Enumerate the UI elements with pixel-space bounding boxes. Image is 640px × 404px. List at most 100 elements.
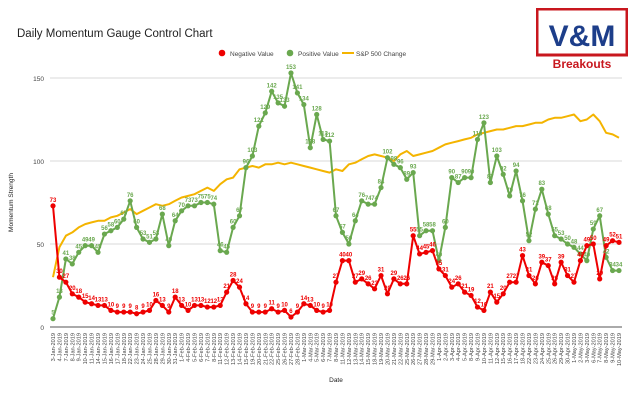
data-point: [108, 307, 114, 313]
data-label: 31: [526, 268, 533, 274]
data-label: 44: [416, 246, 423, 252]
data-label: 50: [564, 236, 571, 242]
data-point: [609, 238, 616, 244]
data-label: 50: [590, 236, 597, 242]
data-label: 60: [114, 219, 121, 225]
x-tick-label: 5-Feb-2019: [193, 333, 199, 362]
x-tick-label: 5-Apr-2019: [463, 333, 469, 361]
x-tick-label: 25-Jan-2019: [147, 333, 153, 364]
logo-background: [536, 8, 628, 57]
data-label: 52: [609, 233, 616, 239]
data-label: 10: [185, 302, 192, 308]
data-point: [500, 291, 506, 297]
y-tick-label: 50: [37, 242, 45, 249]
data-point: [404, 176, 410, 182]
data-point: [442, 224, 448, 230]
data-label: 13: [307, 297, 314, 303]
legend-marker: [218, 49, 226, 57]
data-label: 49: [583, 238, 590, 244]
x-tick-label: 9-Apr-2019: [476, 333, 482, 361]
data-point: [185, 307, 191, 313]
data-label: 67: [333, 208, 340, 214]
data-label: 9: [141, 304, 145, 310]
data-point: [346, 241, 352, 247]
data-point: [609, 267, 616, 274]
data-point: [449, 284, 455, 290]
data-label: 142: [267, 83, 278, 89]
data-point: [320, 136, 326, 143]
data-label: 58: [429, 223, 436, 229]
data-point: [378, 184, 384, 191]
data-point: [384, 155, 391, 161]
data-label: 26: [403, 276, 410, 282]
data-point: [423, 228, 429, 234]
data-label: 60: [230, 219, 237, 225]
chart-title: Daily Momentum Gauge Control Chart: [17, 28, 213, 40]
data-point: [410, 233, 416, 239]
data-label: 9: [264, 304, 268, 310]
x-tick-label: 9-Jan-2019: [77, 333, 83, 361]
data-label: 9: [122, 304, 126, 310]
data-label: 103: [492, 148, 503, 154]
data-point: [191, 203, 198, 209]
y-tick-label: 150: [33, 76, 44, 83]
x-tick-label: 19-Mar-2019: [379, 333, 385, 365]
x-tick-label: 1-Apr-2019: [437, 333, 443, 361]
data-point: [481, 120, 487, 126]
x-tick-label: 21-Feb-2019: [263, 333, 269, 365]
data-point: [294, 309, 301, 315]
data-label: 43: [519, 248, 526, 254]
data-label: 141: [292, 85, 303, 91]
data-label: 14: [243, 296, 250, 302]
data-label: 153: [286, 65, 297, 71]
data-point: [603, 254, 609, 260]
data-label: 64: [352, 213, 359, 219]
x-tick-label: 25-Mar-2019: [405, 333, 411, 365]
data-label: 10: [281, 302, 288, 308]
data-label: 21: [461, 284, 468, 290]
x-tick-label: 8-Mar-2019: [334, 333, 340, 362]
data-point: [50, 316, 56, 322]
data-label: 13: [95, 297, 102, 303]
data-point: [326, 138, 333, 144]
data-label: 60: [442, 219, 449, 225]
data-label: 44: [577, 246, 584, 252]
x-tick-label: 8-Apr-2019: [469, 333, 475, 361]
data-point: [371, 286, 378, 292]
data-point: [532, 206, 538, 212]
x-tick-label: 5-Mar-2019: [315, 333, 321, 362]
data-label: 38: [69, 256, 76, 262]
x-tick-label: 11-Apr-2019: [488, 333, 494, 364]
x-tick-label: 6-Mar-2019: [321, 333, 327, 362]
data-label: 29: [391, 271, 398, 277]
data-label: 18: [172, 289, 179, 295]
data-point: [352, 218, 358, 224]
data-label: 24: [236, 279, 243, 285]
data-point: [275, 100, 281, 106]
data-point: [101, 302, 108, 309]
data-point: [230, 277, 236, 284]
data-point: [333, 213, 339, 219]
data-label: 9: [116, 304, 120, 310]
data-label: 53: [558, 231, 565, 237]
data-point: [526, 238, 532, 244]
x-tick-label: 15-Feb-2019: [244, 333, 250, 365]
data-point: [359, 276, 365, 282]
data-label: 10: [313, 302, 320, 308]
data-point: [397, 165, 403, 171]
data-label: 65: [120, 211, 127, 217]
data-label: 96: [397, 160, 404, 166]
data-point: [307, 302, 313, 309]
data-label: 135: [273, 95, 284, 101]
data-point: [140, 309, 146, 315]
data-point: [487, 289, 493, 295]
data-point: [269, 306, 275, 312]
data-point: [88, 301, 95, 307]
data-label: 8: [135, 306, 139, 312]
data-label: 13: [178, 297, 185, 303]
data-point: [314, 307, 320, 313]
data-point: [597, 276, 603, 282]
data-point: [584, 243, 590, 249]
y-tick-label: 100: [33, 159, 44, 166]
series-line-1: [52, 72, 619, 319]
